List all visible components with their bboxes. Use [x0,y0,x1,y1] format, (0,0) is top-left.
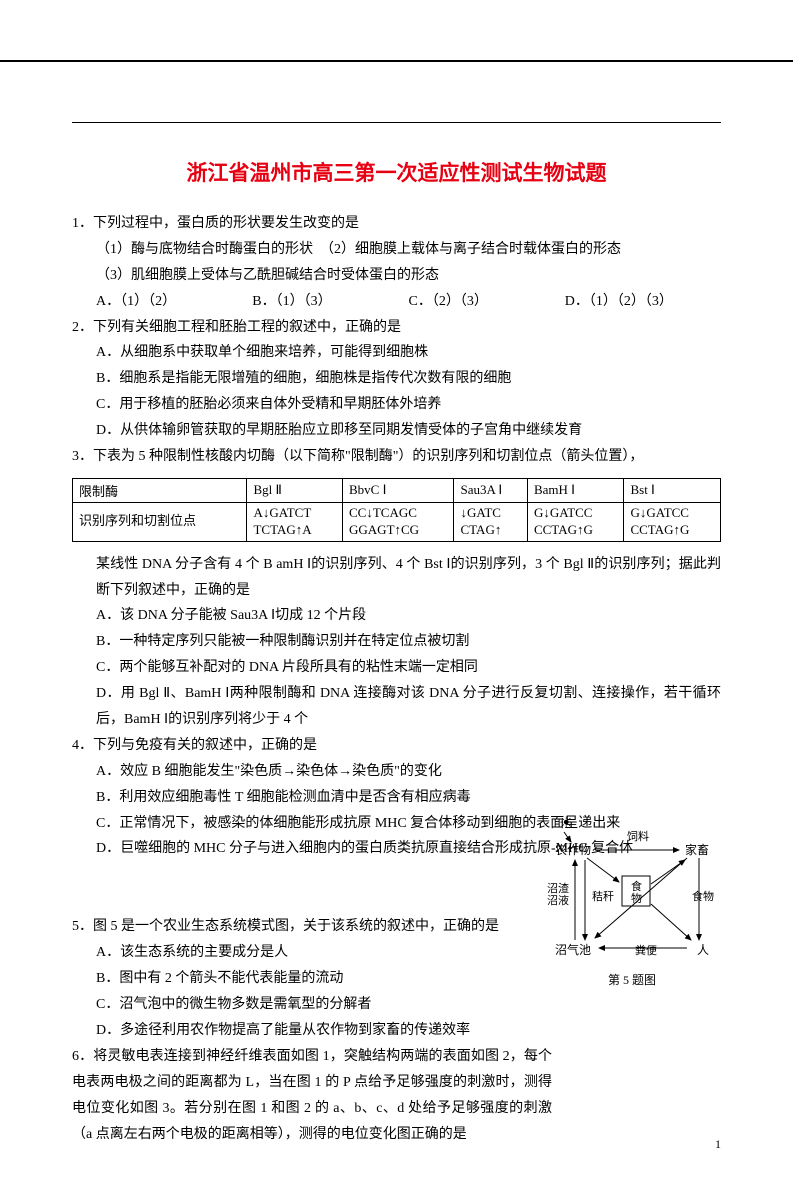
q3-opt-d: D．用 Bgl Ⅱ、BamH Ⅰ两种限制酶和 DNA 连接酶对该 DNA 分子进… [72,681,721,733]
td-sau3a1: ↓GATC CTAG↑ [454,502,527,541]
q2-opt-a: A．从细胞系中获取单个细胞来培养，可能得到细胞株 [72,340,721,366]
td-bst1: G↓GATCC CCTAG↑G [624,502,721,541]
exam-title: 浙江省温州市高三第一次适应性测试生物试题 [72,157,721,187]
td-bgl2: A↓GATCT TCTAG↑A [247,502,343,541]
label-livestock: 家畜 [685,842,709,857]
q1-opt-a: A．（1）（2） [96,289,252,315]
q1-opt-b: B．（1）（3） [252,289,408,315]
q1-opt-c: C．（2）（3） [409,289,565,315]
th-enzyme: 限制酶 [73,478,247,502]
table-header-row: 限制酶 Bgl Ⅱ BbvC Ⅰ Sau3A Ⅰ BamH Ⅰ Bst Ⅰ [73,478,721,502]
td-bamh1: G↓GATCC CCTAG↑G [527,502,624,541]
q3-opt-b: B．一种特定序列只能被一种限制酶识别并在特定位点被切割 [72,629,721,655]
exam-page: 浙江省温州市高三第一次适应性测试生物试题 1．下列过程中，蛋白质的形状要发生改变… [0,60,793,1182]
q4-opt-b: B．利用效应细胞毒性 T 细胞能检测血清中是否含有相应病毒 [72,785,721,811]
th-bamh1: BamH Ⅰ [527,478,624,502]
sun-icon: ☀ [559,815,573,832]
arrow-crop-food [587,858,619,882]
th-bbvc1: BbvC Ⅰ [343,478,454,502]
figure-5-caption: 第 5 题图 [547,971,717,988]
q1-sub1: （1）酶与底物结合时酶蛋白的形状 （2）细胞膜上载体与离子结合时载体蛋白的形态 [72,237,721,263]
td-bbvc1: CC↓TCAGC GGAGT↑CG [343,502,454,541]
ecosystem-svg: ☀ 农作物 饲料 家畜 沼气池 人 沼渣沼液 秸秆 食物 食物 粪便 [547,814,717,969]
th-sau3a1: Sau3A Ⅰ [454,478,527,502]
q2-opt-c: C．用于移植的胚胎必须来自体外受精和早期胚体外培养 [72,392,721,418]
label-human: 人 [697,943,709,957]
th-bgl2: Bgl Ⅱ [247,478,343,502]
q3-stem: 3．下表为 5 种限制性核酸内切酶（以下简称"限制酶"）的识别序列和切割位点（箭… [72,444,721,470]
td-rowlabel: 识别序列和切割位点 [73,502,247,541]
q4-opt-a: A．效应 B 细胞能发生"染色质→染色体→染色质"的变化 [72,759,721,785]
q2-stem: 2．下列有关细胞工程和胚胎工程的叙述中，正确的是 [72,315,721,341]
q5-opt-a: A．该生态系统的主要成分是人 [72,940,561,966]
q1-sub2: （3）肌细胞膜上受体与乙酰胆碱结合时受体蛋白的形态 [72,263,721,289]
q2-opt-b: B．细胞系是指能无限增殖的细胞，细胞株是指传代次数有限的细胞 [72,366,721,392]
th-bst1: Bst Ⅰ [624,478,721,502]
q1-options: A．（1）（2） B．（1）（3） C．（2）（3） D．（1）（2）（3） [72,289,721,315]
q5-opt-d: D．多途径利用农作物提高了能量从农作物到家畜的传递效率 [72,1018,561,1044]
label-straw: 秸秆 [592,890,614,903]
figure-5-ecosystem: ☀ 农作物 饲料 家畜 沼气池 人 沼渣沼液 秸秆 食物 食物 粪便 [547,814,717,988]
q2-opt-d: D．从供体输卵管获取的早期胚胎应立即移至同期发情受体的子宫角中继续发育 [72,418,721,444]
q4-stem: 4．下列与免疫有关的叙述中，正确的是 [72,733,721,759]
label-manure: 粪便 [635,943,657,957]
label-feed: 饲料 [627,829,649,843]
label-crop: 农作物 [555,843,591,857]
table-data-row: 识别序列和切割位点 A↓GATCT TCTAG↑A CC↓TCAGC GGAGT… [73,502,721,541]
q3-opt-a: A．该 DNA 分子能被 Sau3A Ⅰ切成 12 个片段 [72,603,721,629]
page-number: 1 [715,1137,721,1152]
label-food-box: 食物 [631,879,642,905]
q3-opt-c: C．两个能够互补配对的 DNA 片段所具有的粘性末端一定相同 [72,655,721,681]
label-food-right: 食物 [692,889,714,903]
arrow-food-human [651,904,691,940]
q5-opt-c: C．沼气泡中的微生物多数是需氧型的分解者 [72,992,561,1018]
q5-opt-b: B．图中有 2 个箭头不能代表能量的流动 [72,966,561,992]
q1-opt-d: D．（1）（2）（3） [565,289,721,315]
arrow-sun-crop [564,832,571,842]
q3-after: 某线性 DNA 分子含有 4 个 B amH Ⅰ的识别序列、4 个 Bst Ⅰ的… [72,552,721,604]
q6-stem: 6．将灵敏电表连接到神经纤维表面如图 1，突触结构两端的表面如图 2，每个电表两… [72,1044,552,1148]
q1-stem: 1．下列过程中，蛋白质的形状要发生改变的是 [72,211,721,237]
label-biogas-pit: 沼气池 [555,942,591,957]
enzyme-table: 限制酶 Bgl Ⅱ BbvC Ⅰ Sau3A Ⅰ BamH Ⅰ Bst Ⅰ 识别… [72,478,721,542]
label-residue: 沼渣沼液 [547,881,569,907]
